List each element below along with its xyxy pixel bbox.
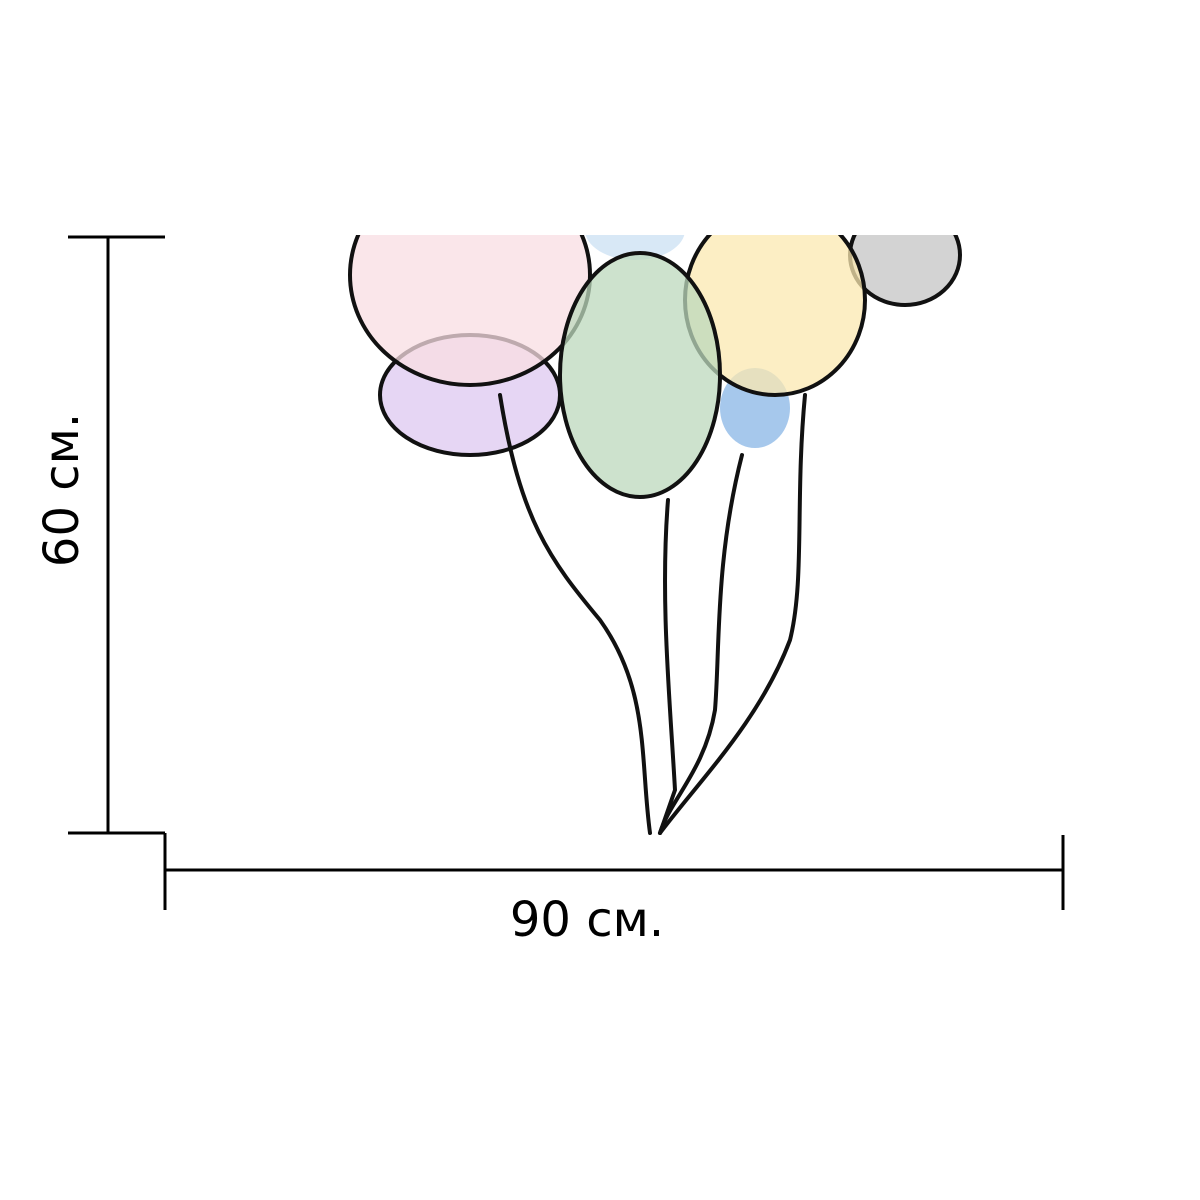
width-dimension: 90 см. <box>163 833 1065 948</box>
width-label: 90 см. <box>510 892 664 948</box>
string <box>658 498 678 835</box>
balloon-pink <box>348 235 592 387</box>
height-label: 60 см. <box>34 413 90 567</box>
height-dimension: 60 см. <box>34 235 165 835</box>
string <box>498 393 652 835</box>
balloon-green <box>558 251 722 499</box>
string <box>658 453 744 835</box>
balloon-light-blue <box>585 235 685 260</box>
string <box>658 393 807 835</box>
balloons-illustration <box>348 235 962 835</box>
